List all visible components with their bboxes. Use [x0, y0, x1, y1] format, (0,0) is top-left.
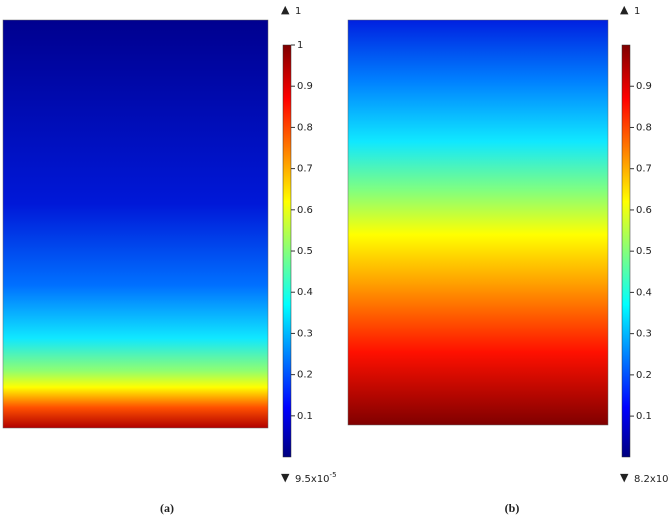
tick-label: 0.5 [297, 246, 313, 257]
colorbar [621, 44, 631, 458]
tick-label: 0.1 [636, 411, 652, 422]
field-plot [347, 19, 609, 426]
tick-label: 0.6 [636, 205, 652, 216]
tick-label: 0.8 [297, 122, 313, 133]
tick-label: 0.7 [297, 164, 313, 175]
tick-label: 0.5 [636, 246, 652, 257]
tick-label: 0.2 [636, 370, 652, 381]
tick-label: 0.1 [297, 411, 313, 422]
min-exponent: -5 [330, 471, 337, 479]
max-label: 1 [295, 6, 301, 17]
tick-label: 0.8 [636, 122, 652, 133]
max-arrow: ▲ [620, 3, 629, 16]
field-plot [2, 19, 269, 429]
tick-label: 0.6 [297, 205, 313, 216]
max-label: 1 [634, 6, 640, 17]
tick-label: 0.2 [297, 370, 313, 381]
tick-label: 0.4 [636, 287, 652, 298]
colorbar [282, 44, 292, 458]
caption: (b) [505, 501, 520, 515]
min-arrow: ▼ [620, 471, 629, 484]
tick-label: 0.3 [636, 329, 652, 340]
tick-label: 0.3 [297, 328, 313, 339]
min-label: 8.2x10-4 [634, 471, 669, 485]
tick-label: 0.7 [636, 164, 652, 175]
min-mantissa: 9.5x10 [295, 474, 330, 485]
tick-label: 0.4 [297, 287, 313, 298]
max-arrow: ▲ [281, 3, 290, 16]
min-mantissa: 8.2x10 [634, 474, 669, 485]
tick-label: 0.9 [297, 81, 313, 92]
min-arrow: ▼ [281, 471, 290, 484]
tick-label: 1 [297, 40, 303, 51]
caption: (a) [160, 501, 174, 515]
min-label: 9.5x10-5 [295, 471, 337, 485]
tick-label: 0.9 [636, 81, 652, 92]
